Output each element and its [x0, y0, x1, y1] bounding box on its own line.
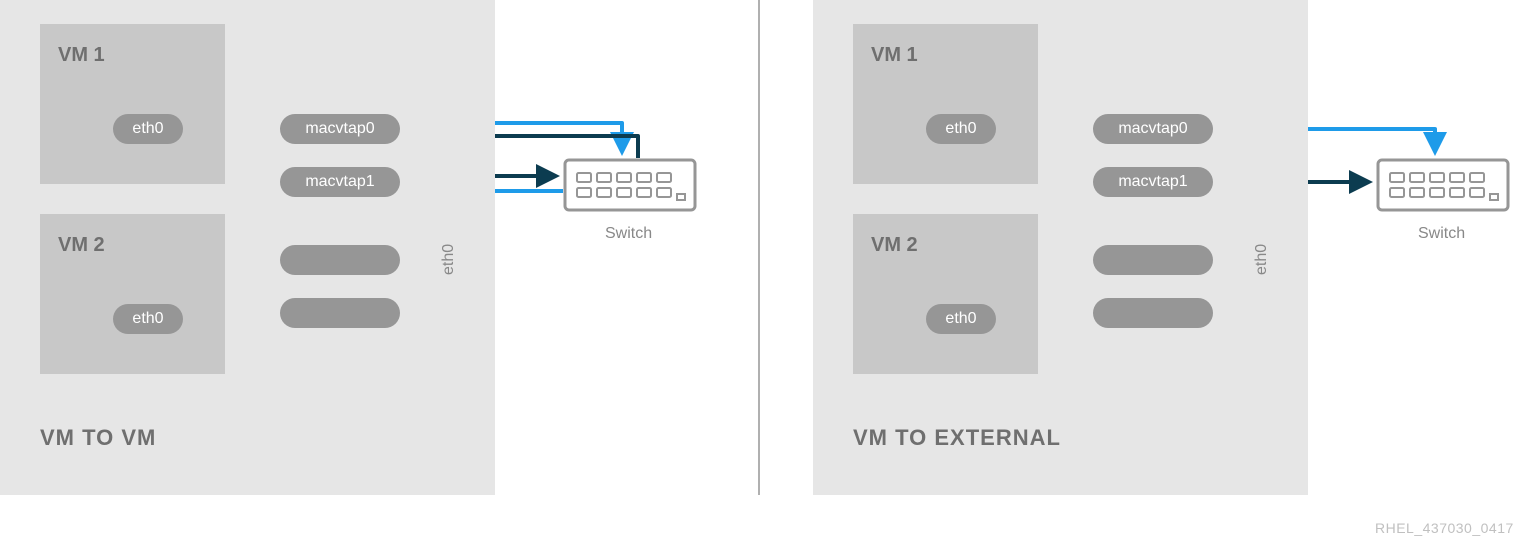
macvtap1-left-label: macvtap1	[305, 173, 374, 191]
vm2-title-right: VM 2	[871, 234, 918, 257]
panel-title-left: VM TO VM	[40, 425, 156, 451]
footer-id: RHEL_437030_0417	[1375, 520, 1514, 536]
eth0-vm1-right: eth0	[926, 114, 996, 144]
macvtap0-left-label: macvtap0	[305, 120, 374, 138]
host-eth0-label-left: eth0	[440, 244, 458, 275]
macvtap0-right-label: macvtap0	[1118, 120, 1187, 138]
macvtap1-right-label: macvtap1	[1118, 173, 1187, 191]
macvtap1-right: macvtap1	[1093, 167, 1213, 197]
spare1-right	[1093, 245, 1213, 275]
panel-title-right: VM TO EXTERNAL	[853, 425, 1061, 451]
eth0-vm1-right-label: eth0	[945, 120, 976, 138]
switch-label-right: Switch	[1418, 225, 1465, 243]
eth0-vm2-right-label: eth0	[945, 310, 976, 328]
spare2-right	[1093, 298, 1213, 328]
spare1-left	[280, 245, 400, 275]
eth0-vm2-left-label: eth0	[132, 310, 163, 328]
vm2-title-left: VM 2	[58, 234, 105, 257]
macvtap0-left: macvtap0	[280, 114, 400, 144]
switch-icon	[565, 160, 695, 210]
eth0-vm2-right: eth0	[926, 304, 996, 334]
eth0-vm2-left: eth0	[113, 304, 183, 334]
switch-label-left: Switch	[605, 225, 652, 243]
host-eth0-label-right: eth0	[1253, 244, 1271, 275]
eth0-vm1-left-label: eth0	[132, 120, 163, 138]
macvtap1-left: macvtap1	[280, 167, 400, 197]
vm1-title-left: VM 1	[58, 44, 105, 67]
spare2-left	[280, 298, 400, 328]
switch-icon	[1378, 160, 1508, 210]
eth0-vm1-left: eth0	[113, 114, 183, 144]
vm1-title-right: VM 1	[871, 44, 918, 67]
macvtap0-right: macvtap0	[1093, 114, 1213, 144]
